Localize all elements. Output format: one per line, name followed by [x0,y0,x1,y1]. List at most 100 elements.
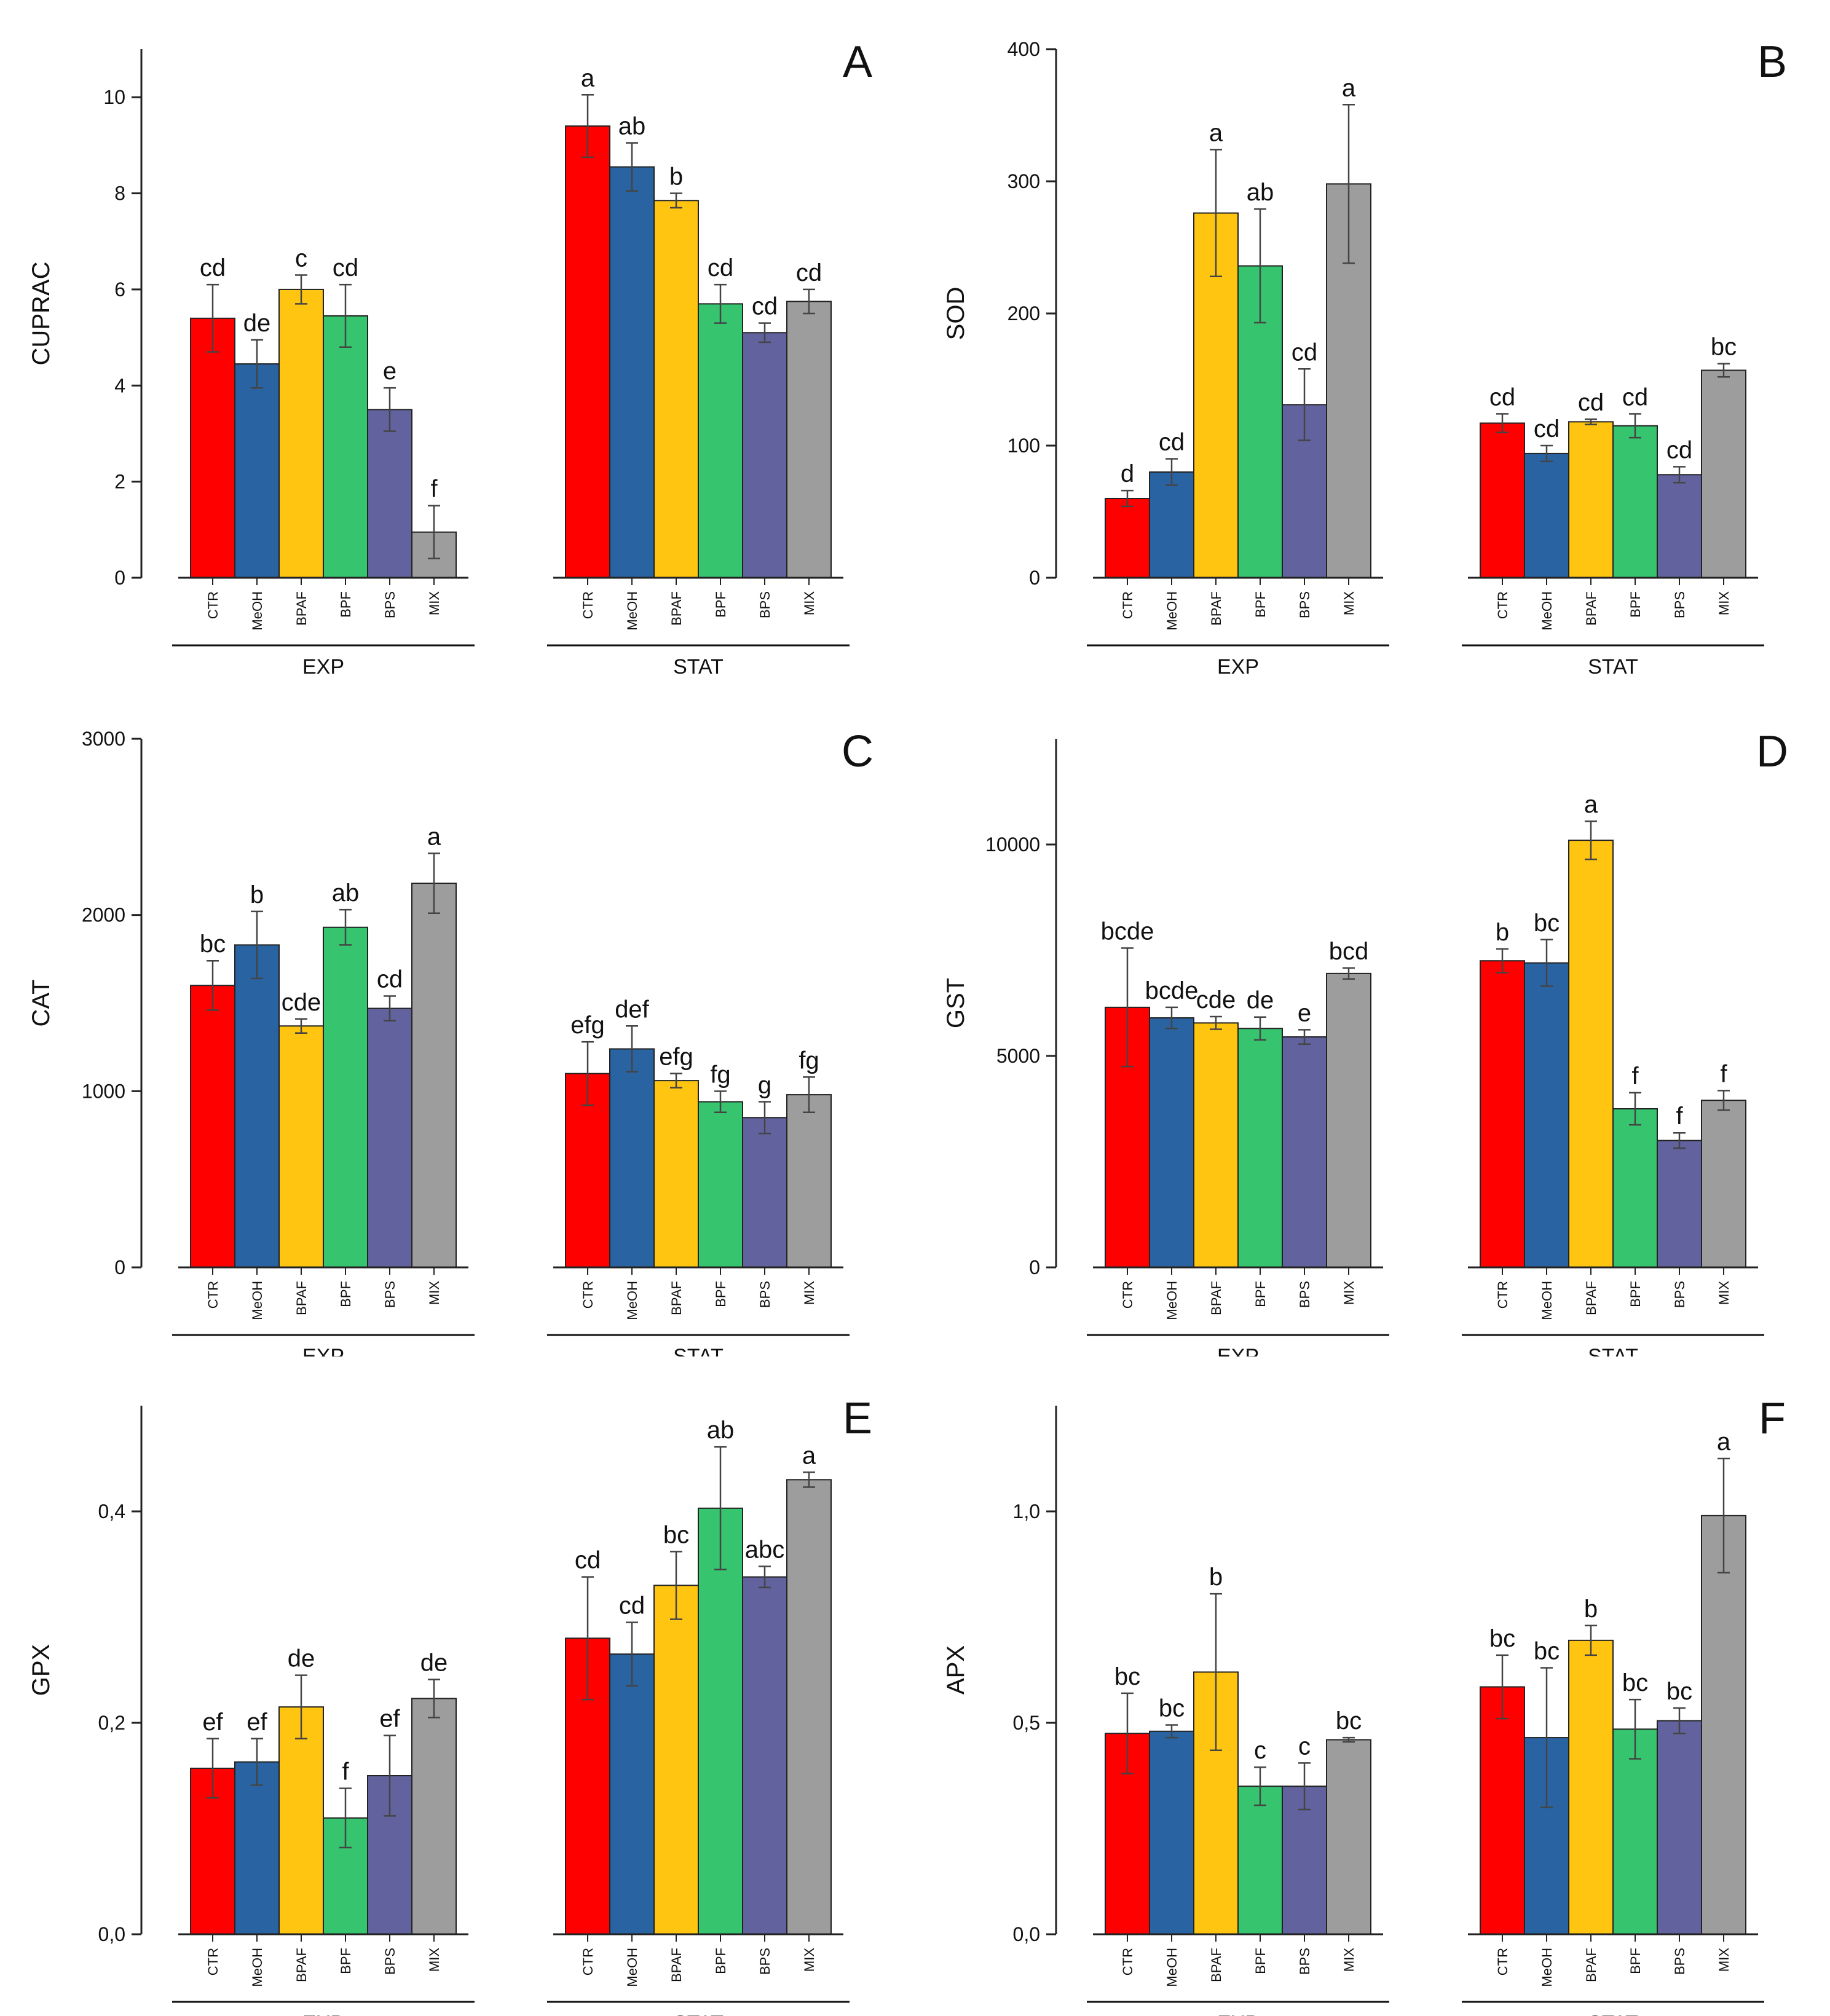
bar-stat-bpaf [1568,1639,1614,1935]
y-tick-label: 10 [103,86,125,108]
bar-stat-bpf [1612,1728,1658,1935]
x-tick-label: CTR [205,1281,221,1309]
bar-exp-bpaf [278,1706,324,1935]
significance-letter: a [1717,1428,1731,1455]
y-axis-label: CUPRAC [28,262,55,366]
significance-letter: cd [1292,339,1317,366]
significance-letter: cd [796,259,822,286]
significance-letter: cd [708,254,733,282]
y-axis-label: SOD [942,287,969,341]
significance-letter: cd [1666,436,1692,463]
bar-exp-mix [1326,972,1371,1268]
bar-exp-bpaf [278,1025,324,1268]
x-tick-label: CTR [1495,1281,1510,1309]
x-tick-label: BPF [338,1948,353,1974]
significance-letter: cd [1534,415,1560,443]
bar-exp-meoh [234,1761,280,1935]
y-tick-label: 3000 [82,728,125,750]
significance-letter: a [1209,119,1223,146]
bar-exp-ctr [190,317,235,578]
x-tick-label: BPAF [1209,1281,1224,1315]
x-tick-label: MeOH [250,591,265,631]
significance-letter: abc [745,1536,785,1563]
significance-letter: e [1298,999,1311,1026]
x-tick-label: MIX [802,591,817,615]
x-tick-label: BPAF [294,591,309,626]
significance-letter: b [669,163,683,191]
bar-stat-ctr [1480,960,1525,1268]
group-label-stat: STAT [1588,1345,1638,1356]
bar-stat-bpf [698,1101,743,1268]
x-tick-label: BPAF [1584,591,1599,626]
bar-exp-bpf [1237,1028,1283,1269]
significance-letter: c [1254,1737,1266,1764]
x-tick-label: CTR [1120,1281,1135,1309]
x-tick-label: BPF [338,591,353,618]
x-tick-label: MeOH [250,1948,265,1987]
x-tick-label: BPAF [294,1281,309,1315]
x-tick-label: BPAF [294,1948,309,1982]
group-label-exp: EXP [302,2012,344,2016]
significance-letter: bc [1489,1625,1515,1652]
x-tick-label: CTR [1120,1948,1135,1975]
x-tick-label: BPS [1672,1281,1687,1308]
x-tick-label: MeOH [625,1281,640,1320]
bar-stat-bpf [698,1507,743,1935]
y-tick-label: 0,5 [1013,1712,1040,1734]
y-tick-label: 6 [114,278,125,301]
significance-letter: bc [663,1521,689,1548]
significance-letter: bcde [1101,918,1154,945]
chart-sod: 0 100 200 300 400 SOD Bd CTR cd MeOH a BPAF ab BPF cd B… [942,37,1787,679]
y-axis-label: CAT [28,979,55,1026]
y-tick-label: 4 [114,374,125,396]
x-tick-label: BPS [382,1281,398,1308]
bar-stat-mix [786,1094,832,1268]
significance-letter: ab [707,1417,735,1444]
chart-gst: 0500010000GSTDbcdeCTRbcdeMeOHcdeBPAFdeBP… [942,727,1788,1356]
bar-exp-ctr [190,985,235,1268]
panel-letter: F [1759,1394,1786,1443]
x-tick-label: MeOH [1164,1948,1180,1987]
significance-letter: bc [1336,1707,1362,1734]
bar-exp-bpf [323,315,368,579]
significance-letter: de [243,310,271,337]
significance-letter: efg [570,1012,605,1039]
significance-letter: cd [1159,429,1185,456]
significance-letter: bcde [1145,977,1199,1004]
x-tick-label: BPS [757,591,773,618]
y-tick-label: 0,0 [98,1923,125,1945]
x-tick-label: MeOH [250,1281,265,1320]
y-axis-label: APX [942,1645,969,1695]
significance-letter: cde [282,989,321,1016]
x-tick-label: BPF [1253,1281,1268,1307]
x-tick-label: BPS [1672,591,1687,618]
significance-letter: efg [659,1044,693,1071]
bar-exp-bps [1282,1036,1327,1268]
significance-letter: cd [1489,384,1515,411]
x-tick-label: BPS [1297,1281,1312,1308]
significance-letter: c [1298,1733,1311,1760]
x-tick-label: BPF [1628,1281,1643,1307]
x-tick-label: CTR [1495,591,1510,619]
x-tick-label: BPAF [1584,1948,1599,1982]
significance-letter: ef [202,1709,223,1736]
y-tick-label: 300 [1008,170,1040,192]
x-tick-label: MIX [802,1281,817,1305]
bar-stat-bps [742,1117,787,1268]
x-tick-label: MeOH [1164,591,1180,631]
chart-gpx: 0,0 0,2 0,4 GPX Eef CTR ef MeOH de BPAF f BPF ef BPS d… [28,1394,872,2016]
chart-apx: 0,0 0,5 1,0 APX Fbc CTR bc MeOH b BPAF c BPF c BPS bc M… [942,1394,1786,2016]
x-tick-label: MeOH [1539,1948,1555,1987]
significance-letter: bc [1159,1695,1185,1722]
y-tick-label: 0,4 [98,1500,125,1522]
x-tick-label: CTR [1120,591,1135,619]
bar-stat-bpf [1612,425,1658,578]
group-label-exp: EXP [1217,655,1259,679]
panel-letter: B [1757,37,1787,87]
group-label-stat: STAT [673,2012,724,2016]
significance-letter: def [615,996,649,1023]
significance-letter: cd [752,293,778,320]
significance-letter: a [1584,791,1598,818]
x-tick-label: MIX [427,1281,442,1305]
